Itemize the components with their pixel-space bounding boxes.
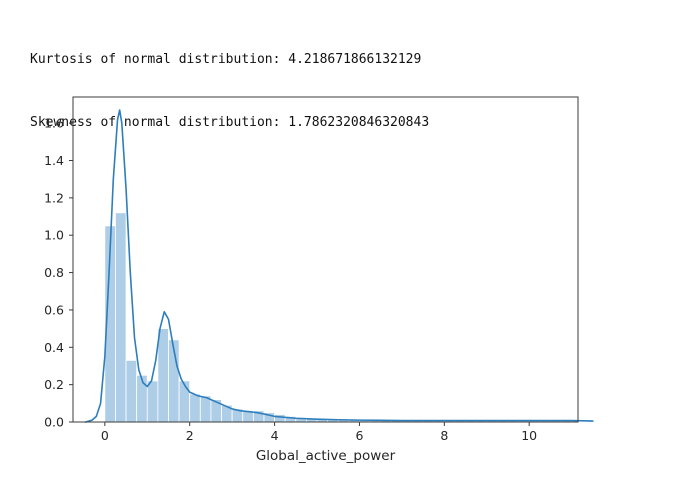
x-tick-label: 6 [355,428,363,443]
skewness-text: Skewness of normal distribution: 1.78623… [30,115,430,130]
y-tick-label: 1.4 [44,153,64,168]
x-tick-label: 0 [101,428,109,443]
x-tick-label: 4 [271,428,279,443]
y-tick-label: 1.0 [44,228,64,243]
histogram-bar [146,380,159,423]
stats-text-block: Kurtosis of normal distribution: 4.21867… [30,7,429,175]
x-tick-label: 2 [186,428,194,443]
histogram-bar [189,393,201,423]
histogram-bar [157,328,169,423]
histogram-bar [274,414,286,423]
y-tick-label: 0.8 [44,265,64,280]
y-tick-label: 0.2 [44,377,64,392]
y-tick-label: 1.2 [44,190,64,205]
y-tick-label: 0.4 [44,340,64,355]
histogram-bar [178,380,191,423]
kurtosis-text: Kurtosis of normal distribution: 4.21867… [30,52,422,67]
histogram-bar [136,374,148,423]
axes-spines [72,96,579,423]
y-tick-label: 1.6 [44,116,64,131]
x-axis-label: Global_active_power [256,448,396,464]
y-tick-label: 0.0 [44,415,64,430]
x-tick-label: 8 [440,428,448,443]
y-tick-label: 0.6 [44,302,64,317]
kde-line [84,109,594,423]
histogram-bar [115,212,127,423]
x-tick-label: 10 [521,428,537,443]
histogram-bar [125,359,138,423]
histogram-bar [199,395,212,423]
